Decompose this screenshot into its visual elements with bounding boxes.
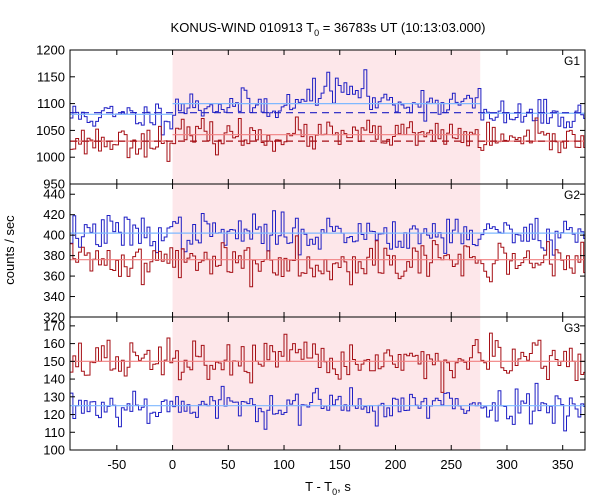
y-tick-label: 1150 xyxy=(37,69,65,84)
y-tick-label: 160 xyxy=(43,336,65,351)
y-tick-label: 120 xyxy=(43,407,65,422)
x-tick-label: 200 xyxy=(385,457,407,472)
x-tick-label: -50 xyxy=(107,457,126,472)
y-axis-title: counts / sec xyxy=(2,215,17,285)
y-tick-label: 440 xyxy=(43,187,65,202)
y-tick-label: 110 xyxy=(44,425,65,440)
x-tick-label: 300 xyxy=(496,457,518,472)
panel-label: G1 xyxy=(564,54,580,68)
panel-frame xyxy=(69,316,586,451)
y-tick-label: 1050 xyxy=(36,123,65,138)
plot-panels: 95010001050110011501200G1320340360380400… xyxy=(36,43,586,472)
y-tick-label: 140 xyxy=(43,372,65,387)
y-tick-label: 400 xyxy=(43,228,65,243)
y-tick-label: 130 xyxy=(43,389,65,404)
y-tick-label: 100 xyxy=(43,443,65,458)
panel-label: G3 xyxy=(564,321,580,335)
panel-plot-area xyxy=(70,210,585,288)
series-red xyxy=(70,235,585,288)
shaded-interval xyxy=(172,317,481,450)
series-blue xyxy=(70,69,585,136)
y-tick-label: 170 xyxy=(43,318,65,333)
panel-plot-area xyxy=(70,332,585,432)
x-tick-label: 250 xyxy=(440,457,462,472)
panel-plot-area xyxy=(70,69,585,162)
x-tick-label: 350 xyxy=(552,457,574,472)
shaded-interval xyxy=(172,50,481,184)
y-tick-label: 420 xyxy=(43,207,65,222)
x-tick-label: 150 xyxy=(329,457,351,472)
shaded-interval xyxy=(172,184,481,317)
x-tick-labels: -50 0 50 100 150 200 250 300 350 xyxy=(107,457,573,472)
x-tick-label: 0 xyxy=(169,457,176,472)
y-tick-label: 320 xyxy=(43,310,65,325)
x-tick-label: 100 xyxy=(273,457,295,472)
y-tick-label: 950 xyxy=(43,177,65,192)
y-tick-label: 360 xyxy=(43,269,65,284)
panel-g3: 100 110 120 130 140 150 160 170 G3 xyxy=(43,316,586,458)
panel-label: G2 xyxy=(564,188,580,202)
series-red xyxy=(70,332,585,393)
y-tick-label: 1100 xyxy=(37,96,65,111)
x-axis-title: T - T0, s xyxy=(305,479,351,497)
x-tick-label: 50 xyxy=(221,457,235,472)
y-tick-label: 150 xyxy=(43,354,65,369)
panel-g1: 950 1000 1050 1100 1150 1200 G1 xyxy=(36,43,586,192)
y-tick-label: 380 xyxy=(43,248,65,263)
y-tick-label: 1200 xyxy=(36,43,65,58)
y-tick-label: 1000 xyxy=(36,150,65,165)
chart-title: KONUS-WIND 010913 T0 = 36783s UT (10:13:… xyxy=(171,20,486,38)
y-tick-label: 340 xyxy=(43,289,65,304)
series-blue xyxy=(70,382,585,432)
panel-g2: 320 340 360 380 400 420 440 G2 xyxy=(43,183,586,325)
